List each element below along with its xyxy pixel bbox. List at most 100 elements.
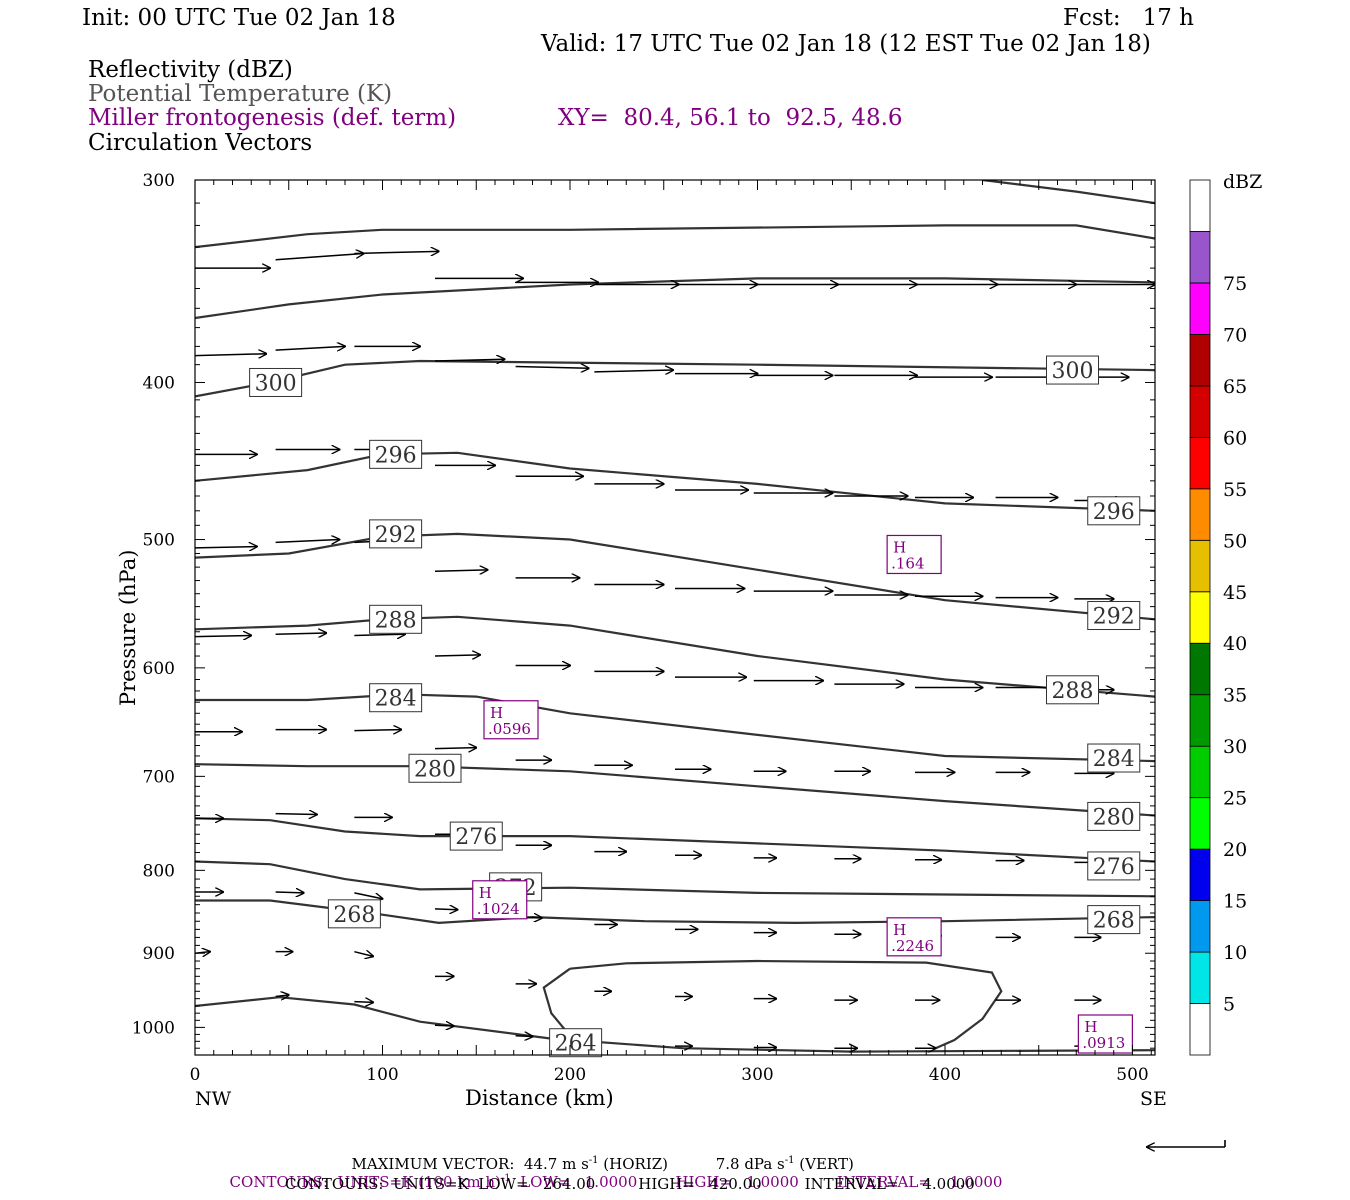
isentrope-label-text: 276 [1093, 855, 1135, 880]
isentrope-label-text: 296 [1093, 500, 1135, 525]
contours-frontogenesis-line: CONTOURS: UNITS=K (100 km h)-1 LOW= 1.00… [220, 1159, 1003, 1191]
circulation-vector [275, 633, 327, 634]
isentrope-label-box [369, 439, 423, 469]
frontogenesis-high-box [1077, 1014, 1133, 1054]
x-tick-label: 300 [741, 1065, 773, 1085]
max-vector-prefix: MAXIMUM VECTOR: 44.7 m s [351, 1155, 589, 1173]
colorbar-swatch [1189, 900, 1211, 953]
circulation-vector [434, 359, 504, 361]
x-end-label-nw: NW [195, 1088, 232, 1110]
isentrope-label: 280 [1087, 801, 1141, 831]
colorbar-swatch [1189, 488, 1211, 541]
max-vector-suffix: (VERT) [794, 1155, 854, 1173]
isentrope-label-text: 284 [1093, 747, 1135, 772]
isentrope-label: 288 [369, 604, 423, 634]
circulation-vector [354, 730, 401, 731]
colorbar-label: 35 [1223, 685, 1247, 707]
colorbar-label: 25 [1223, 788, 1247, 810]
frontogenesis-high-box [472, 880, 528, 920]
colorbar-swatch [1189, 745, 1211, 799]
y-tick-label: 700 [143, 767, 175, 787]
isentrope-label-box [327, 899, 381, 929]
colorbar-label: 15 [1223, 891, 1247, 913]
frontogenesis-high: H.2246 [886, 917, 942, 957]
y-tick-label: 1000 [132, 1018, 175, 1038]
circulation-vector [434, 748, 476, 749]
frontogenesis-high-value: .0913 [1082, 1034, 1125, 1052]
isentrope-label-box [549, 1028, 603, 1058]
circulation-vector [195, 635, 251, 636]
y-tick-label: 900 [143, 944, 175, 964]
isentrope-284 [195, 693, 1155, 763]
x-axis-label: Distance (km) [465, 1086, 614, 1110]
contours-frontogenesis-prefix: CONTOURS: UNITS=K (100 km h) [229, 1173, 501, 1191]
isentrope-label: 288 [1046, 675, 1099, 705]
colorbar-label: 60 [1223, 427, 1247, 449]
isentrope-264 [569, 959, 1003, 1050]
frontogenesis-high-box [886, 917, 942, 957]
isentrope-label-box [1087, 851, 1141, 881]
frontogenesis-high-letter: H [1084, 1018, 1097, 1036]
circulation-vector [275, 814, 317, 815]
colorbar-label: 70 [1223, 324, 1247, 346]
isentrope-label-text: 292 [375, 523, 417, 548]
isentrope-300 [195, 359, 1155, 398]
colorbar-swatch [1189, 385, 1211, 438]
reference-vector [1147, 1140, 1226, 1147]
isentrope-label: 296 [1087, 496, 1141, 526]
colorbar-swatch [1189, 642, 1211, 696]
x-tick-label: 400 [929, 1065, 961, 1085]
colorbar-label: 65 [1223, 376, 1247, 398]
circulation-vector [275, 540, 340, 543]
vector-layer [195, 251, 1155, 1048]
circulation-vector [354, 1002, 373, 1003]
isentrope-label-box [408, 753, 462, 783]
circulation-vector [594, 370, 673, 372]
colorbar-swatch [1189, 951, 1211, 1004]
isentrope-label: 268 [1087, 905, 1141, 935]
colorbar-swatch [1189, 436, 1211, 490]
max-vector-exp-1: -1 [588, 1155, 599, 1166]
isentrope-label-text: 264 [555, 1032, 597, 1057]
field-reflectivity: Reflectivity (dBZ) [88, 57, 293, 83]
isentrope-label-text: 268 [1093, 909, 1135, 934]
y-tick-label: 600 [143, 659, 175, 679]
frontogenesis-high-letter: H [490, 704, 503, 722]
axes-layer: 0 100 200 300 400 500 300 400 500 600 700 800 900 100… [132, 171, 1156, 1085]
isentrope-label-box [1046, 675, 1099, 705]
isentrope-label: 284 [369, 683, 423, 713]
max-vector-line: MAXIMUM VECTOR: 44.7 m s-1 (HORIZ) 7.8 d… [342, 1141, 854, 1172]
isentrope-292 [195, 532, 1155, 621]
colorbar-label: 75 [1223, 273, 1247, 295]
valid-time: Valid: 17 UTC Tue 02 Jan 18 (12 EST Tue … [541, 31, 1151, 57]
colorbar-label: 55 [1223, 479, 1247, 501]
isentrope-label-box [449, 821, 503, 851]
circulation-vector [434, 655, 480, 656]
circulation-vector [515, 1036, 533, 1037]
max-vector-exp-2: -1 [784, 1155, 795, 1166]
forecast-hour: Fcst: 17 h [1063, 5, 1194, 31]
frontogenesis-high: H.0913 [1077, 1014, 1133, 1054]
x-tick-label: 500 [1116, 1065, 1148, 1085]
isentrope-264 [195, 996, 1155, 1053]
isentrope-label: 268 [327, 899, 381, 929]
max-vector-mid: (HORIZ) 7.8 dPa s [598, 1155, 785, 1173]
circulation-vector [434, 570, 488, 571]
colorbar-swatch [1189, 539, 1211, 593]
frontogenesis-high-letter: H [893, 921, 906, 939]
frontogenesis-high: H.164 [886, 534, 942, 575]
isentrope-label-text: 268 [333, 903, 375, 928]
init-time: Init: 00 UTC Tue 02 Jan 18 [82, 5, 396, 31]
frontogenesis-high: H.1024 [472, 880, 528, 920]
isentrope-label-box [1087, 905, 1141, 935]
y-tick-label: 400 [143, 373, 175, 393]
colorbar-label: 45 [1223, 582, 1247, 604]
isentrope-label-box [1087, 801, 1141, 831]
circulation-vector [434, 1025, 454, 1026]
isentrope-label-text: 288 [1052, 679, 1094, 704]
colorbar-label: 40 [1223, 633, 1247, 655]
isentrope-304 [195, 277, 1155, 320]
field-frontogenesis: Miller frontogenesis (def. term) [88, 105, 457, 131]
x-end-label-se: SE [1140, 1088, 1167, 1110]
